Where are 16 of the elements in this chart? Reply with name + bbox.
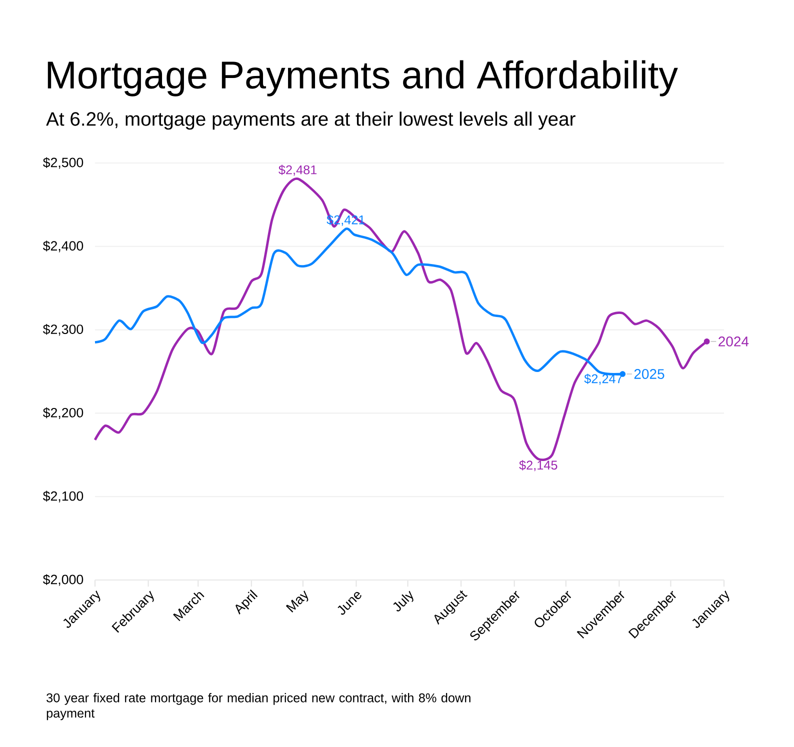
annotation: $2,247 [584,374,622,385]
chart-subtitle: At 6.2%, mortgage payments are at their lowest levels all year [46,112,576,130]
y-tick-label: $2,000 [42,574,84,586]
x-tick-label: July [393,590,414,612]
y-tick-label: $2,200 [42,407,84,419]
series-label: 2025 [634,369,664,379]
series-label: 2024 [718,336,749,346]
chart-title: Mortgage Payments and Affordability [48,60,678,96]
annotation: $2,481 [278,164,317,176]
y-tick-label: $2,400 [42,240,84,252]
annotation: $2,145 [519,460,558,472]
y-tick-label: $2,100 [42,490,84,502]
text: 30 year fixed rate mortgage for median priced new contract, with 8% down payment [46,693,470,720]
y-tick-label: $2,500 [42,157,84,169]
x-tick-label: May [286,590,308,612]
y-tick-label: $2,300 [42,324,84,336]
